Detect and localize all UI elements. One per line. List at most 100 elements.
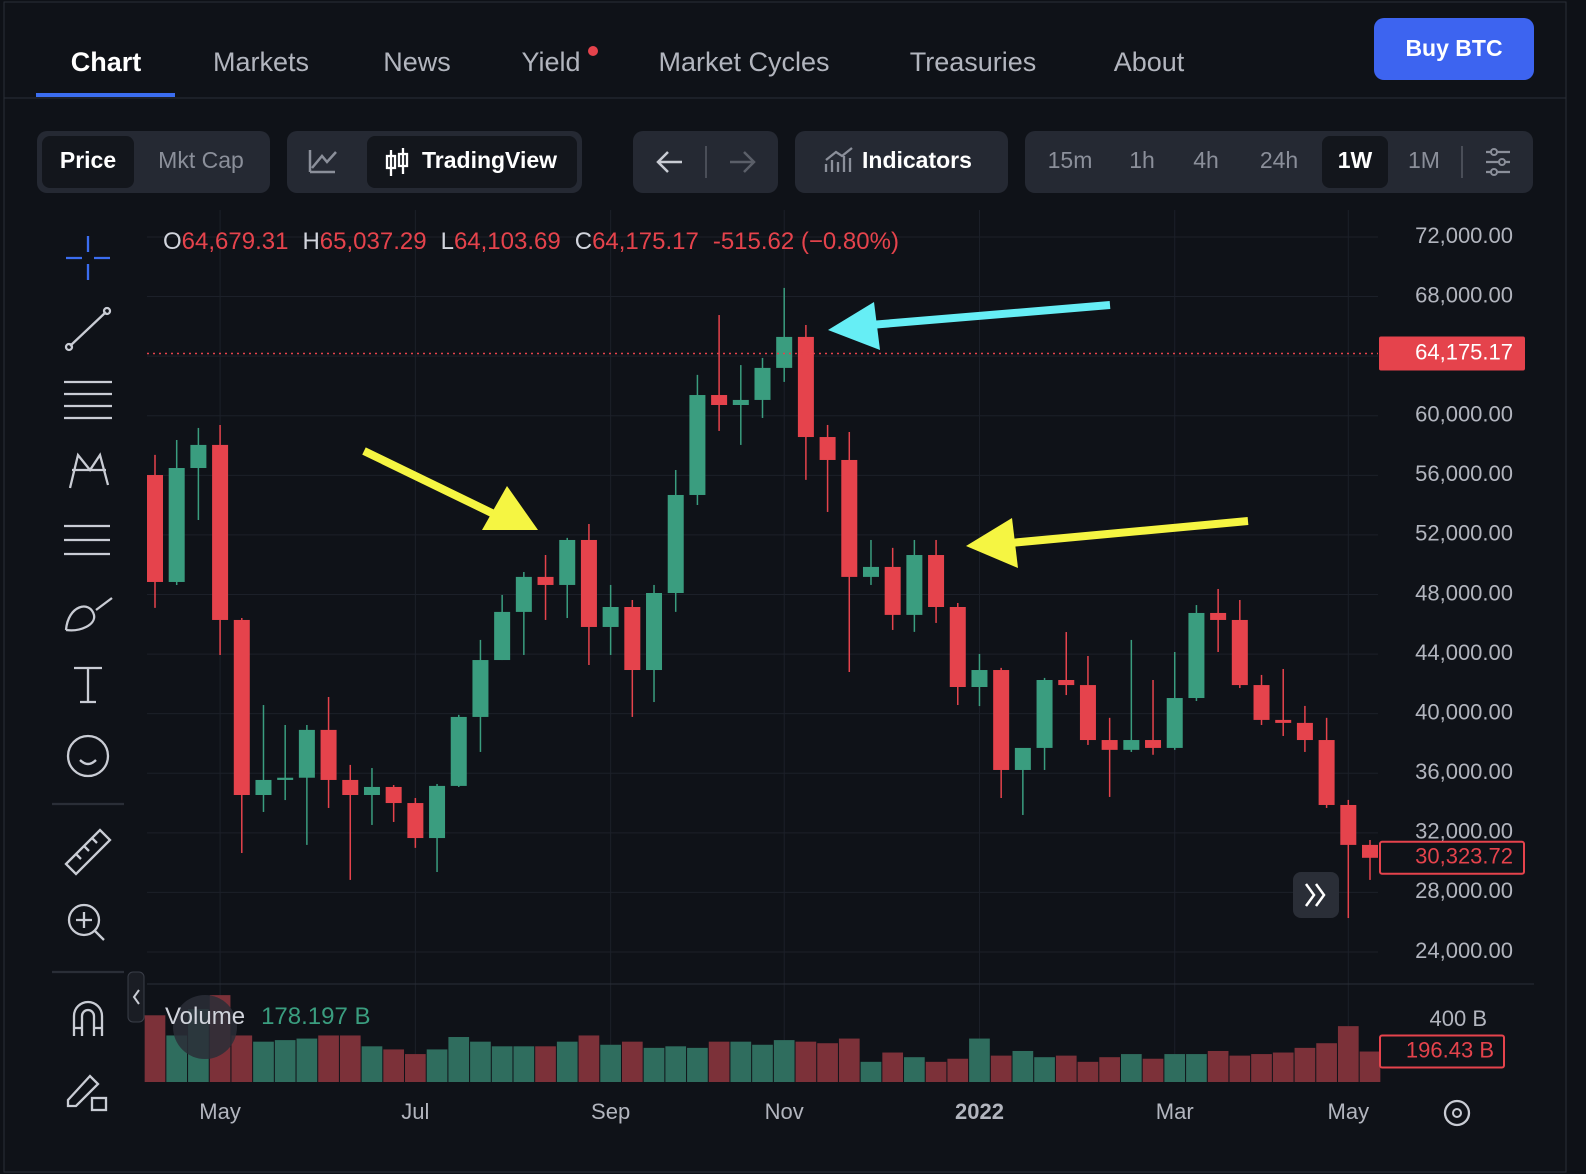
settings-knob (1490, 148, 1498, 156)
logo-badge (173, 995, 237, 1059)
trendline-tool[interactable] (69, 311, 107, 347)
back-arrow[interactable] (656, 151, 682, 173)
interval-group (1025, 131, 1533, 193)
candle-body (1058, 679, 1075, 686)
forward-arrow[interactable] (730, 151, 756, 173)
interval[interactable]: 1h (1129, 147, 1155, 173)
volume-bar (643, 1047, 665, 1082)
line-style-icon[interactable] (308, 150, 337, 174)
volume-bar (253, 1041, 274, 1082)
interval[interactable]: 1M (1408, 147, 1440, 173)
candle-body (1166, 698, 1183, 748)
interval[interactable]: 24h (1260, 147, 1298, 173)
volume-bar (274, 1040, 296, 1082)
forecast-tool[interactable] (64, 524, 110, 556)
candle-body (320, 729, 337, 780)
axis-settings[interactable] (1443, 1099, 1471, 1127)
volume-bar (426, 1049, 448, 1082)
nav-tab[interactable]: Yield (521, 47, 580, 77)
plot-area (144, 210, 1381, 1082)
x-tick-label: Nov (765, 1099, 804, 1124)
candle-body (797, 336, 814, 438)
zoom-tool[interactable] (67, 903, 101, 937)
y-tick-label: 72,000.00 (1415, 223, 1513, 248)
mode-price[interactable]: Price (60, 147, 116, 173)
interval[interactable]: 4h (1193, 147, 1219, 173)
fib-tool[interactable] (64, 380, 112, 420)
lock-body (90, 1096, 108, 1112)
y-tick-label: 60,000.00 (1415, 402, 1513, 427)
candle-body (298, 729, 315, 778)
annotations (362, 301, 1249, 568)
volume-bar (600, 1044, 621, 1082)
scroll-right-button[interactable] (1293, 872, 1339, 918)
brush-tool[interactable] (64, 597, 113, 632)
indicators-icon (824, 147, 853, 172)
ohlc-key: H (302, 228, 319, 255)
ohlc-key: L (441, 228, 454, 255)
candle-body (233, 619, 250, 796)
collapse-arrow (132, 989, 140, 1005)
candle-body (602, 607, 619, 627)
nav-tab[interactable]: Treasuries (910, 47, 1037, 77)
y-tick-label: 28,000.00 (1415, 878, 1513, 903)
nav-tab[interactable]: News (383, 47, 451, 77)
candle-body (667, 494, 684, 593)
y-tick-label: 36,000.00 (1415, 759, 1513, 784)
candle-body (494, 611, 511, 661)
buy-button-label[interactable]: Buy BTC (1405, 35, 1502, 61)
volume-bar (621, 1041, 643, 1082)
volume-tick-label: 400 B (1430, 1006, 1488, 1031)
mode-active (42, 136, 134, 188)
ruler-tool[interactable] (64, 828, 112, 876)
volume-bar (665, 1046, 687, 1082)
drawing-tools (52, 236, 124, 1112)
buy-button[interactable] (1374, 18, 1534, 80)
mode-mktcap[interactable]: Mkt Cap (158, 147, 244, 173)
volume-bar (383, 1049, 405, 1082)
crosshair-tool[interactable] (66, 236, 110, 280)
ohlc-change: -515.62 (−0.80%) (713, 228, 899, 255)
yellow-arrow (362, 447, 500, 520)
nav-tab[interactable]: Chart (71, 47, 142, 77)
volume-bar (904, 1057, 925, 1082)
candle-body (928, 555, 945, 608)
last-price-badge (1379, 840, 1525, 875)
text-tool[interactable] (74, 666, 102, 704)
volume-bar (339, 1035, 361, 1082)
candle-body (190, 444, 207, 469)
style-label[interactable]: TradingView (422, 147, 557, 173)
volume-bar (318, 1035, 339, 1082)
nav-tab[interactable]: Market Cycles (658, 47, 829, 77)
candle-body (646, 592, 663, 671)
interval[interactable]: 15m (1048, 147, 1093, 173)
collapse-handle[interactable] (127, 971, 145, 1023)
pattern-tool[interactable] (68, 452, 110, 489)
candle-body (776, 336, 793, 368)
indicators-label[interactable]: Indicators (862, 147, 972, 173)
cyan-arrow-head (828, 302, 880, 350)
candle-body (363, 786, 380, 796)
volume-bar (773, 1040, 795, 1082)
magnet-tool[interactable] (72, 1000, 104, 1036)
x-tick-label: Sep (591, 1099, 630, 1124)
interval[interactable]: 1W (1338, 147, 1373, 173)
nav-tab[interactable]: About (1114, 47, 1185, 77)
volume-bar (882, 1052, 904, 1082)
candle-body (1210, 612, 1227, 620)
candle-body (1145, 740, 1162, 748)
indicators-group[interactable] (795, 131, 1008, 193)
emoji-tool[interactable] (66, 734, 110, 778)
candle-body (450, 716, 467, 786)
nav-tab[interactable]: Markets (213, 47, 309, 77)
volume-bar (1099, 1057, 1120, 1082)
lock-tool[interactable] (66, 1074, 100, 1108)
volume-bar (491, 1046, 513, 1082)
volume-bar (1272, 1052, 1294, 1082)
y-tick-label: 68,000.00 (1415, 282, 1513, 307)
volume-bar (470, 1041, 491, 1082)
active-tab-underline (36, 93, 175, 97)
volume-bar (1142, 1058, 1164, 1082)
volume-bar (556, 1041, 578, 1082)
